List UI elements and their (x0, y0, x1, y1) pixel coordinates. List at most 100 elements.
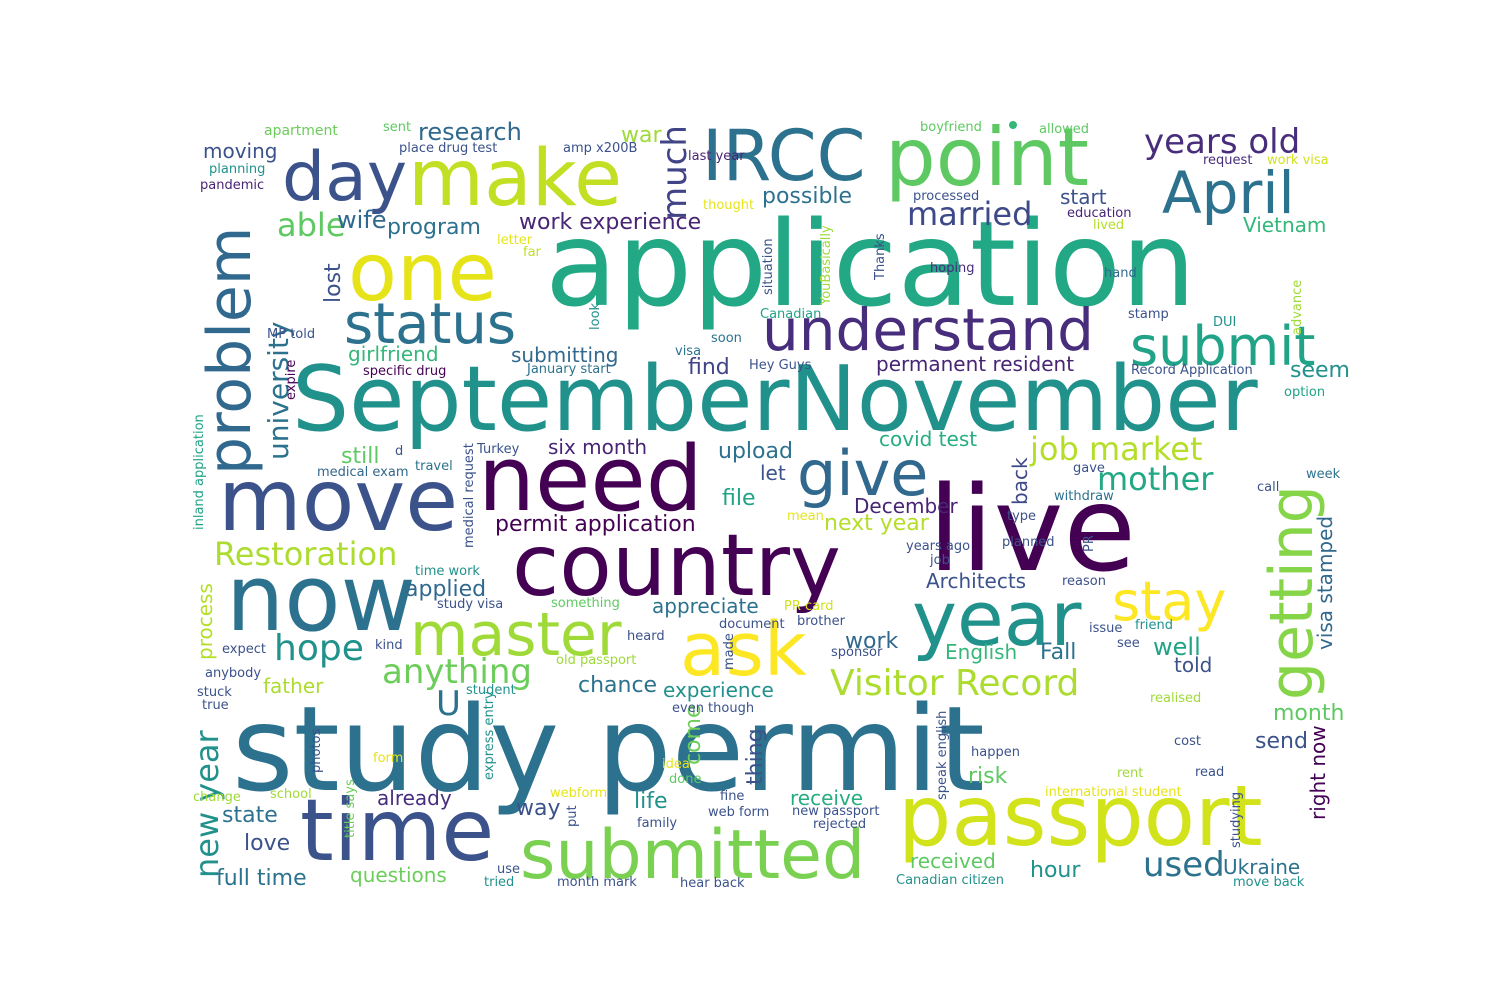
word-study-visa: study visa (437, 597, 503, 612)
word-hope: hope (274, 628, 364, 669)
word-country: country (512, 516, 841, 616)
word-gave: gave (1073, 461, 1105, 476)
word-apartment: apartment (264, 123, 338, 139)
word-web-form: web form (708, 805, 769, 820)
word-stamp: stamp (1128, 307, 1169, 322)
word-happen: happen (971, 745, 1020, 760)
word-next-year: next year (824, 511, 930, 536)
word-youbasically: YouBasically (819, 225, 834, 306)
word-january-start: January start (526, 362, 611, 377)
word-seem: seem (1290, 358, 1350, 383)
word-expire: expire (284, 360, 299, 400)
word-submitting: submitting (511, 343, 618, 367)
word-mp-told: MP told (267, 327, 315, 342)
word-application: application (545, 195, 1196, 333)
word-find: find (688, 355, 730, 380)
word-six-month: six month (548, 435, 647, 459)
word-job: job (929, 553, 950, 568)
word-mother: mother (1097, 460, 1214, 498)
word-fall: Fall (1040, 640, 1076, 665)
word-come: come (681, 704, 706, 765)
word-stay: stay (1112, 570, 1226, 633)
word-look: look (588, 302, 603, 330)
word-mean: mean (787, 509, 824, 524)
word-visa: visa (675, 344, 701, 359)
word-thought: thought (703, 198, 754, 213)
word-far: far (523, 245, 542, 260)
word-option: option (1284, 385, 1325, 400)
word-work: work (845, 629, 898, 654)
word-allowed: allowed (1039, 122, 1089, 137)
word-ukraine: Ukraine (1223, 855, 1300, 879)
word-realised: realised (1150, 691, 1201, 706)
word-idea: idea (662, 757, 690, 772)
word-stuck: stuck (197, 685, 232, 700)
word-let: let (760, 461, 786, 485)
word-hoping: hoping (930, 261, 975, 276)
word-war: war (621, 123, 662, 148)
word-read: read (1195, 765, 1224, 780)
word-pandemic: pandemic (200, 178, 264, 193)
word-years-ago: years ago (906, 539, 970, 554)
word-canadian-citizen: Canadian citizen (896, 873, 1004, 888)
word-something: something (551, 596, 620, 611)
word-hey-guys: Hey Guys (749, 358, 812, 373)
word-place-drug-test: place drug test (399, 141, 497, 156)
word-permit-application: permit application (495, 512, 696, 537)
word-planned: planned (1002, 535, 1055, 550)
word-made: made (722, 633, 737, 670)
word-anything: anything (382, 652, 532, 692)
word-applied: applied (405, 577, 486, 602)
word-even-though: even though (672, 701, 754, 716)
word-still: still (341, 444, 379, 469)
word-study-permit: study permit (232, 680, 985, 818)
word-work-experience: work experience (519, 210, 701, 235)
word-rent: rent (1117, 766, 1143, 781)
word-type: type (1007, 509, 1036, 524)
word-received: received (910, 849, 996, 873)
word-english: English (945, 640, 1017, 664)
word-use: use (497, 862, 520, 877)
word-send: send (1255, 729, 1308, 754)
word-upload: upload (718, 439, 793, 464)
word-getting: getting (1257, 485, 1327, 700)
word-put: put (565, 805, 580, 827)
word-time: time (300, 781, 494, 881)
word-told: told (1174, 653, 1212, 677)
word-ask: ask (680, 607, 807, 693)
word-vietnam: Vietnam (1243, 213, 1326, 237)
word-student: student (466, 683, 516, 698)
word-sent: sent (383, 120, 411, 135)
word-tried: tried (484, 875, 514, 890)
word-visa-stamped: visa stamped (1313, 516, 1337, 650)
word-new-year: new year (188, 729, 226, 878)
word-letter: letter (497, 233, 533, 248)
word-advance: advance (1290, 280, 1305, 335)
word-situation: situation (761, 238, 776, 295)
word-month: month (1273, 701, 1344, 726)
word-questions: questions (350, 863, 447, 887)
word-life: life (634, 789, 668, 814)
word-live: live (928, 460, 1136, 598)
word-make: make (408, 134, 622, 224)
word-experience: experience (663, 678, 774, 702)
word-true: true (202, 698, 229, 713)
word-month-mark: month mark (557, 875, 637, 890)
word-move: move (218, 451, 458, 551)
word-submit: submit (1130, 315, 1315, 378)
word-able: able (277, 206, 346, 244)
word-done: done (669, 772, 701, 787)
word-time-work: time work (415, 564, 480, 579)
word-title-says: title says (343, 779, 358, 838)
word-withdraw: withdraw (1054, 489, 1114, 504)
word-full-time: full time (216, 866, 307, 891)
word-family: family (637, 816, 677, 831)
word-risk: risk (968, 764, 1008, 789)
word-thanks: Thanks (873, 233, 888, 281)
word-medical-exam: medical exam (317, 465, 408, 480)
word-year: year (912, 574, 1082, 663)
word-turkey: Turkey (476, 442, 520, 457)
word-express-entry: express entry (482, 691, 497, 780)
